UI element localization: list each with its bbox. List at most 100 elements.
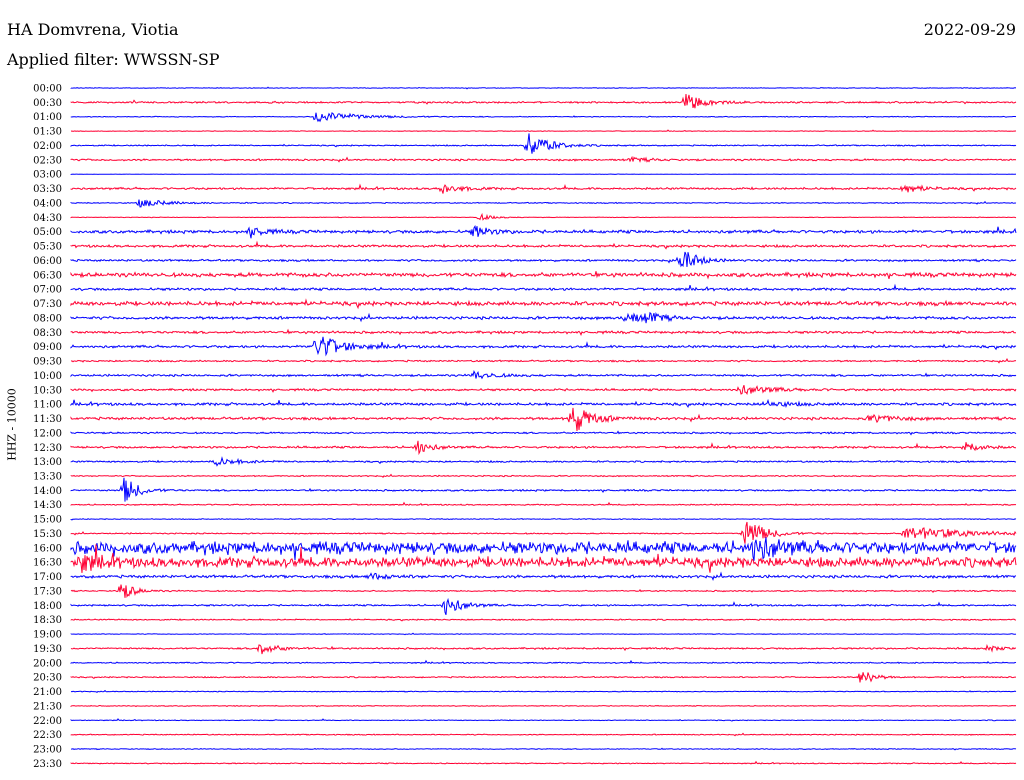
time-label: 04:00 — [33, 198, 62, 209]
time-label: 03:30 — [33, 184, 62, 195]
trace-line — [70, 584, 1016, 598]
time-label: 12:30 — [33, 443, 62, 454]
time-label: 02:00 — [33, 141, 62, 152]
time-label: 13:00 — [33, 457, 62, 468]
time-label: 06:00 — [33, 256, 62, 267]
trace-line — [70, 133, 1017, 154]
time-label: 02:30 — [33, 155, 62, 166]
time-label: 03:00 — [33, 170, 62, 181]
time-label: 10:00 — [33, 371, 62, 382]
filter-label: Applied filter: WWSSN-SP — [7, 50, 220, 69]
trace-line — [70, 369, 1017, 380]
trace-line — [70, 632, 1017, 636]
time-label: 04:30 — [33, 213, 62, 224]
trace-line — [70, 173, 1017, 176]
time-label: 15:00 — [33, 515, 62, 526]
time-label: 20:30 — [33, 673, 62, 684]
trace-line — [70, 385, 1017, 395]
trace-line — [70, 477, 1017, 502]
trace-line — [70, 112, 1017, 123]
trace-line — [70, 358, 1017, 364]
time-label: 05:00 — [33, 227, 62, 238]
time-label: 09:30 — [33, 357, 62, 368]
time-label: 01:00 — [33, 112, 62, 123]
trace-line — [70, 407, 1017, 432]
trace-line — [70, 183, 1017, 194]
time-label: 15:30 — [33, 529, 62, 540]
time-label: 12:00 — [33, 428, 62, 439]
trace-line — [70, 271, 1017, 280]
time-label: 14:30 — [33, 500, 62, 511]
trace-line — [70, 672, 1016, 683]
trace-line — [70, 224, 1017, 239]
time-label: 17:00 — [33, 572, 62, 583]
trace-line — [70, 440, 1016, 456]
time-label: 14:00 — [33, 486, 62, 497]
time-label: 21:30 — [33, 701, 62, 712]
time-label: 11:30 — [33, 414, 62, 425]
time-label: 18:30 — [33, 615, 62, 626]
time-label: 21:00 — [33, 687, 62, 698]
trace-line — [70, 473, 1017, 478]
time-label: 07:00 — [33, 285, 62, 296]
date-label: 2022-09-29 — [923, 20, 1016, 39]
trace-line — [70, 328, 1017, 337]
trace-line — [70, 398, 1017, 408]
trace-line — [70, 747, 1017, 751]
trace-line — [70, 240, 1017, 250]
trace-line — [70, 86, 1017, 90]
trace-line — [70, 617, 1017, 622]
trace-line — [70, 704, 1017, 708]
trace-line — [70, 93, 1017, 109]
time-label: 23:00 — [33, 745, 62, 756]
time-label: 00:00 — [33, 84, 62, 95]
time-label: 16:30 — [33, 558, 62, 569]
trace-line — [70, 430, 1017, 436]
trace-line — [70, 537, 1017, 561]
trace-line — [70, 689, 1017, 694]
time-label: 16:00 — [33, 543, 62, 554]
time-label: 18:00 — [33, 601, 62, 612]
trace-line — [70, 251, 1017, 268]
trace-line — [70, 155, 1017, 163]
time-label: 08:00 — [33, 313, 62, 324]
time-label: 22:00 — [33, 716, 62, 727]
time-label: 11:00 — [33, 400, 62, 411]
trace-line — [70, 456, 1017, 467]
time-label: 09:00 — [33, 342, 62, 353]
trace-line — [70, 597, 1017, 615]
time-label: 10:30 — [33, 385, 62, 396]
time-label: 13:30 — [33, 471, 62, 482]
trace-line — [70, 521, 1017, 544]
time-label: 00:30 — [33, 98, 62, 109]
trace-line — [70, 760, 1017, 765]
trace-line — [70, 212, 1017, 221]
trace-line — [70, 283, 1016, 292]
trace-line — [70, 199, 1017, 208]
trace-line — [70, 501, 1017, 507]
trace-line — [70, 732, 1017, 737]
trace-line — [70, 298, 1017, 310]
trace-line — [70, 643, 1017, 655]
station-title: HA Domvrena, Viotia — [7, 20, 179, 39]
trace-line — [70, 544, 1017, 573]
time-label: 19:00 — [33, 630, 62, 641]
trace-line — [70, 659, 1017, 665]
time-label: 20:00 — [33, 658, 62, 669]
time-label: 06:30 — [33, 270, 62, 281]
time-label: 05:30 — [33, 242, 62, 253]
trace-line — [70, 311, 1016, 324]
time-label: 22:30 — [33, 730, 62, 741]
trace-line — [70, 718, 1017, 722]
trace-line — [70, 518, 1017, 521]
trace-line — [70, 336, 1017, 357]
time-label: 01:30 — [33, 127, 62, 138]
trace-line — [70, 129, 1017, 133]
trace-line — [70, 571, 1017, 581]
time-label: 08:30 — [33, 328, 62, 339]
time-label: 17:30 — [33, 586, 62, 597]
time-label: 07:30 — [33, 299, 62, 310]
time-label: 19:30 — [33, 644, 62, 655]
time-label: 23:30 — [33, 759, 62, 770]
